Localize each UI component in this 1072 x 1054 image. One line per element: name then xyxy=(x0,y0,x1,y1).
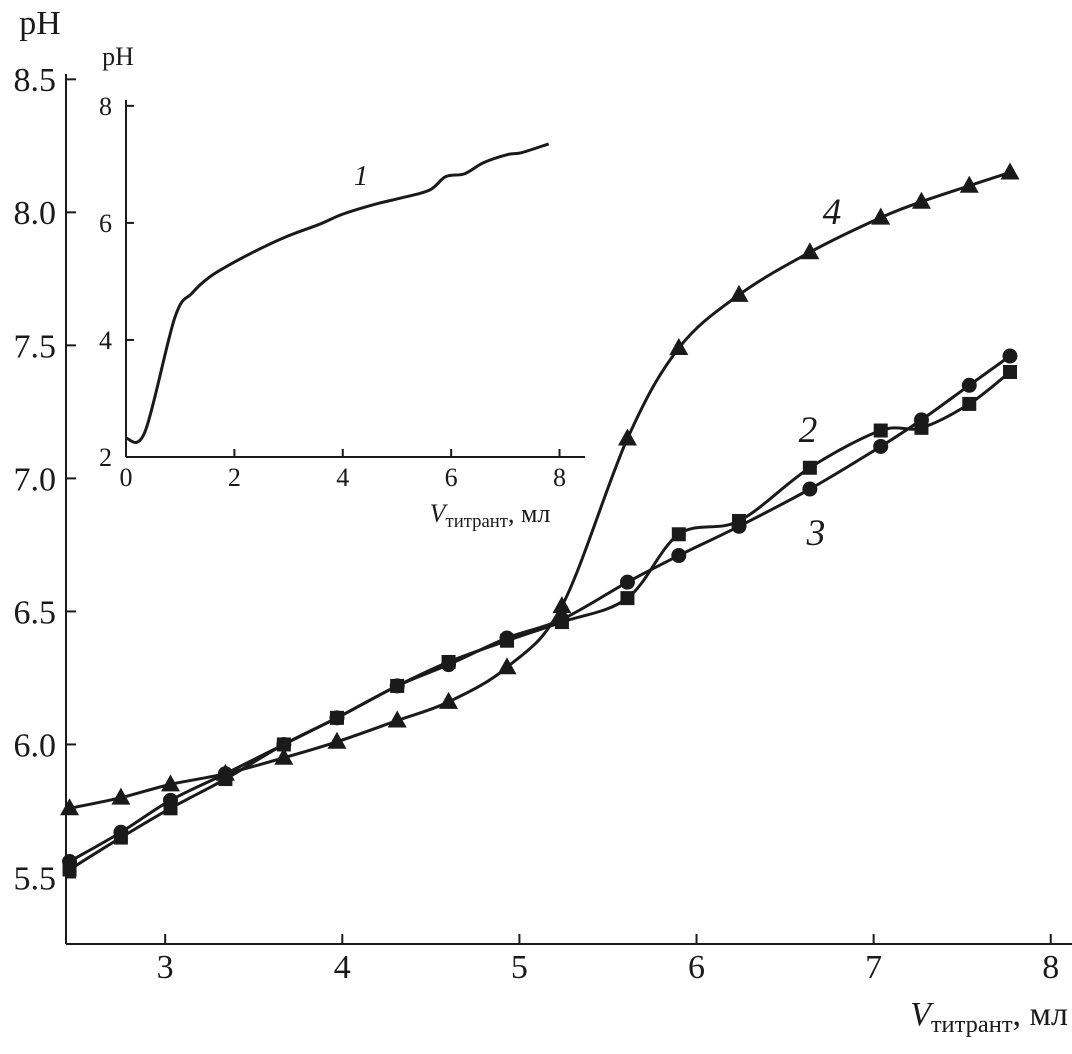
series-line xyxy=(69,171,1011,810)
x-axis-label: Vтитрант, мл xyxy=(910,996,1068,1038)
x-label-unit: , мл xyxy=(1013,996,1069,1033)
series-line xyxy=(125,142,550,444)
y-tick-label: 6.5 xyxy=(14,594,57,631)
y-axis-label: pH xyxy=(102,42,134,71)
y-tick-label: 6.0 xyxy=(14,727,57,764)
marker xyxy=(276,736,292,752)
marker xyxy=(800,242,820,260)
y-tick-label: 8 xyxy=(99,92,112,121)
marker xyxy=(1003,364,1018,379)
marker xyxy=(911,191,931,209)
marker xyxy=(160,774,180,792)
marker xyxy=(1002,348,1018,364)
marker xyxy=(162,792,178,808)
x-label-subscript: титрант xyxy=(446,511,508,532)
marker xyxy=(439,691,459,709)
x-tick-label: 4 xyxy=(336,463,349,492)
y-tick-label: 7.5 xyxy=(14,328,57,365)
marker xyxy=(389,678,405,694)
marker xyxy=(113,824,129,840)
x-tick-label: 6 xyxy=(688,949,705,986)
marker xyxy=(552,596,572,614)
marker xyxy=(329,710,345,726)
marker xyxy=(731,518,747,534)
series-line xyxy=(68,370,1011,871)
marker xyxy=(617,428,637,446)
y-tick-label: 6 xyxy=(99,209,112,238)
series-label: 1 xyxy=(354,161,368,192)
series-label: 4 xyxy=(823,192,842,233)
y-tick-label: 4 xyxy=(99,326,112,355)
marker xyxy=(729,284,749,302)
marker xyxy=(497,657,517,675)
marker xyxy=(871,207,891,225)
marker xyxy=(441,657,457,673)
x-tick-label: 8 xyxy=(553,463,566,492)
x-tick-label: 0 xyxy=(120,463,133,492)
series-label: 3 xyxy=(806,513,826,554)
marker xyxy=(387,710,407,728)
x-tick-label: 4 xyxy=(334,949,351,986)
x-label-unit: , мл xyxy=(508,499,550,528)
marker xyxy=(111,787,131,805)
x-tick-label: 3 xyxy=(157,949,174,986)
x-tick-label: 2 xyxy=(228,463,241,492)
marker xyxy=(1000,162,1020,180)
marker xyxy=(961,377,977,393)
marker xyxy=(60,798,80,816)
y-axis-label: pH xyxy=(19,5,61,42)
marker xyxy=(873,423,888,438)
x-tick-label: 8 xyxy=(1042,949,1059,986)
marker xyxy=(962,396,977,411)
series-label: 2 xyxy=(799,410,818,451)
marker xyxy=(913,412,929,428)
x-tick-label: 6 xyxy=(445,463,458,492)
marker xyxy=(62,854,78,870)
y-tick-label: 5.5 xyxy=(14,860,57,897)
x-tick-label: 5 xyxy=(511,949,528,986)
marker xyxy=(620,591,635,606)
x-tick-label: 7 xyxy=(865,949,882,986)
x-label-subscript: титрант xyxy=(931,1011,1013,1038)
y-tick-label: 8.5 xyxy=(14,62,57,99)
marker xyxy=(671,548,687,564)
y-tick-label: 7.0 xyxy=(14,461,57,498)
marker xyxy=(499,630,515,646)
marker xyxy=(959,175,979,193)
marker xyxy=(619,574,635,590)
marker xyxy=(215,763,235,781)
marker xyxy=(802,481,818,497)
marker xyxy=(327,731,347,749)
y-tick-label: 8.0 xyxy=(14,195,57,232)
x-label-symbol: V xyxy=(430,499,449,528)
marker xyxy=(274,747,294,765)
marker xyxy=(873,438,889,454)
marker xyxy=(669,338,689,356)
x-axis-label: Vтитрант, мл xyxy=(430,499,551,532)
marker xyxy=(671,527,686,542)
y-tick-label: 2 xyxy=(99,443,112,472)
marker xyxy=(802,460,817,475)
